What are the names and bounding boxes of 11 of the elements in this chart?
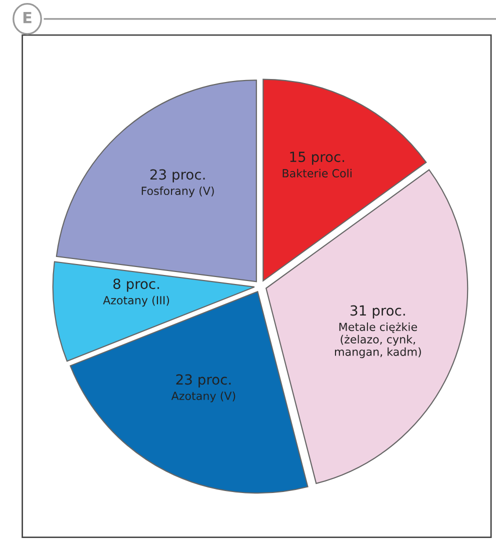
slice-label: Azotany (V) bbox=[171, 391, 236, 402]
data-label: 23 proc. bbox=[176, 374, 231, 388]
data-label: 23 proc. bbox=[150, 169, 205, 182]
slice-label: Fosforany (V) bbox=[142, 186, 214, 198]
data-label: 15 proc. bbox=[290, 152, 344, 165]
data-label: 8 proc. bbox=[113, 278, 159, 292]
data-label: 31 proc. bbox=[350, 305, 405, 318]
slice-label: Azotany (III) bbox=[103, 296, 170, 307]
text: E bbox=[23, 12, 32, 24]
slice-label: Bakterie Coli bbox=[282, 168, 352, 178]
slice-label: Metale ciężkie (żelazo, cynk, mangan, kadm) bbox=[335, 322, 421, 358]
